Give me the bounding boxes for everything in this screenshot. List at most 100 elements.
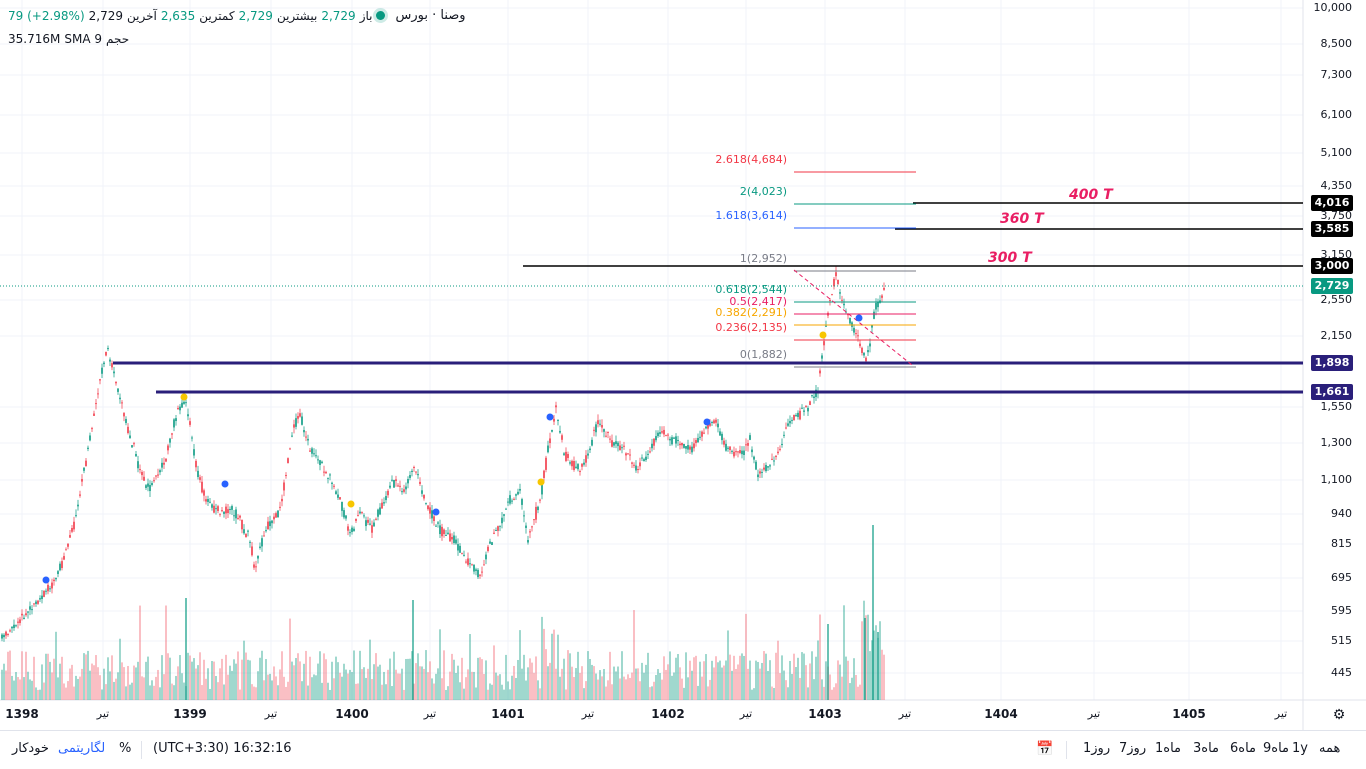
volume-bar [401,668,403,700]
volume-bar [525,680,527,700]
price-chart[interactable] [0,0,1366,730]
volume-bar [749,660,751,700]
candle-body [255,566,257,568]
candle-body [805,405,807,407]
candle-body [867,350,869,353]
candle-body [533,519,535,521]
candle-body [5,631,7,636]
fib-level-label: 2.618(4,684) [715,153,787,166]
candle-body [353,528,355,531]
volume-bar [211,660,213,700]
timeframe-button[interactable]: 1ماه [1155,741,1182,756]
timeframe-button[interactable]: 3ماه [1193,741,1220,756]
volume-value: 35.716M [8,32,61,46]
candle-body [265,530,267,532]
candle-body [765,464,767,472]
volume-bar [781,655,783,700]
timeframe-button[interactable]: 1روز [1083,741,1111,756]
volume-bar [601,676,603,700]
volume-bar [145,661,147,700]
candle-body [329,474,331,476]
timeframe-button[interactable]: 1y [1292,741,1308,756]
volume-bar [581,666,583,700]
volume-bar [483,673,485,700]
candle-body [163,462,165,465]
volume-bar [263,680,265,700]
volume-bar [445,689,447,700]
volume-bar [209,688,211,700]
candle-body [69,535,71,538]
candle-body [641,457,643,459]
volume-bar [411,651,413,700]
candle-body [869,343,871,347]
candle-body [503,514,505,516]
volume-bar [193,658,195,700]
volume-bar [249,660,251,700]
volume-bar [747,668,749,700]
timeframe-button[interactable]: 7روز [1119,741,1147,756]
date-range-icon[interactable]: 📅 [1036,741,1054,757]
timeframe-button[interactable]: همه [1319,741,1341,756]
percent-scale-toggle[interactable]: % [119,741,132,756]
price-tick-label: 1,300 [1320,436,1353,449]
volume-bar [763,651,765,700]
candle-body [671,437,673,445]
candle-body [161,462,163,468]
candle-body [861,347,863,353]
candle-body [625,453,627,456]
settings-gear-icon[interactable]: ⚙ [1332,707,1346,723]
candle-body [649,451,651,453]
volume-bar [195,668,197,700]
volume-bar [357,683,359,700]
volume-bar [69,668,71,700]
candle-body [47,584,49,592]
candle-body [659,432,661,434]
candle-body [321,461,323,463]
volume-bar [281,651,283,700]
candle-body [871,325,873,328]
candle-body [267,521,269,530]
volume-bar [743,655,745,700]
volume-bar [77,678,79,700]
candle-body [15,625,17,627]
volume-bar [191,661,193,700]
price-tick-label: 815 [1331,537,1352,550]
candle-body [883,287,885,290]
auto-scale-toggle[interactable]: خودکار [12,741,49,756]
volume-bar [7,651,9,700]
volume-bar [865,615,867,700]
volume-bar [403,689,405,700]
candle-body [831,294,833,296]
volume-bar [15,671,17,700]
candle-body [283,482,285,491]
volume-bar [413,683,415,700]
volume-bar [699,661,701,700]
candle-body [679,443,681,446]
candle-body [653,438,655,446]
candle-body [303,430,305,433]
candle-body [205,499,207,502]
volume-bar [711,660,713,700]
symbol-title[interactable]: وصنا · بورس [395,8,466,23]
candle-body [691,446,693,453]
volume-bar [359,650,361,700]
volume-bar [375,653,377,700]
volume-bar [517,659,519,700]
log-scale-toggle[interactable]: لگاریتمی [58,741,106,756]
volume-bar [277,685,279,700]
volume-bar [235,663,237,700]
timeframe-button[interactable]: 6ماه [1230,741,1257,756]
volume-bar [231,670,233,700]
volume-bar [153,685,155,700]
candle-body [677,440,679,442]
candle-body [829,299,831,301]
timezone-display[interactable]: (UTC+3:30) 16:32:16 [153,741,292,756]
timeframe-button[interactable]: 9ماه [1263,741,1290,756]
candle-body [875,302,877,310]
candle-body [569,462,571,464]
candle-body [213,505,215,513]
volume-bar [801,652,803,700]
candle-body [481,571,483,573]
candle-body [505,508,507,510]
candle-body [657,432,659,437]
